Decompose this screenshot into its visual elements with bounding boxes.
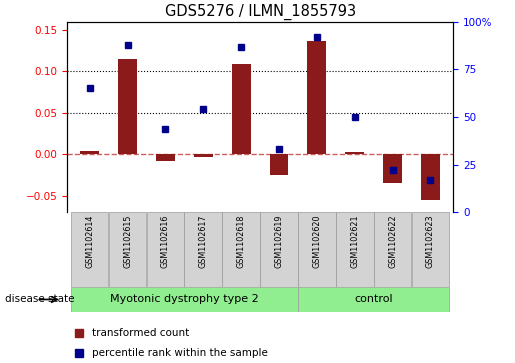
Bar [345,152,364,154]
Bar [298,287,449,312]
Text: GSM1102622: GSM1102622 [388,215,397,268]
Text: GSM1102620: GSM1102620 [313,215,321,268]
Bar [109,212,146,287]
Text: GSM1102621: GSM1102621 [350,215,359,268]
Bar [307,41,327,154]
Bar [260,212,298,287]
Bar [184,212,222,287]
Bar [222,212,260,287]
Bar [269,154,288,175]
Bar [383,154,402,183]
Text: GSM1102616: GSM1102616 [161,215,170,268]
Text: GSM1102619: GSM1102619 [274,215,284,268]
Bar [336,212,373,287]
Bar [71,212,109,287]
Bar [71,287,298,312]
Title: GDS5276 / ILMN_1855793: GDS5276 / ILMN_1855793 [164,4,356,20]
Text: disease state: disease state [5,294,75,305]
Bar [374,212,411,287]
Bar [80,151,99,154]
Text: Myotonic dystrophy type 2: Myotonic dystrophy type 2 [110,294,259,305]
Text: GSM1102623: GSM1102623 [426,215,435,268]
Bar [411,212,449,287]
Text: GSM1102617: GSM1102617 [199,215,208,268]
Bar [421,154,440,200]
Text: GSM1102615: GSM1102615 [123,215,132,268]
Bar [147,212,184,287]
Bar [118,59,137,154]
Text: GSM1102614: GSM1102614 [85,215,94,268]
Bar [298,212,336,287]
Text: GSM1102618: GSM1102618 [236,215,246,268]
Text: control: control [354,294,393,305]
Text: percentile rank within the sample: percentile rank within the sample [92,347,268,358]
Bar [232,64,251,154]
Text: transformed count: transformed count [92,328,190,338]
Bar [156,154,175,161]
Bar [194,154,213,157]
